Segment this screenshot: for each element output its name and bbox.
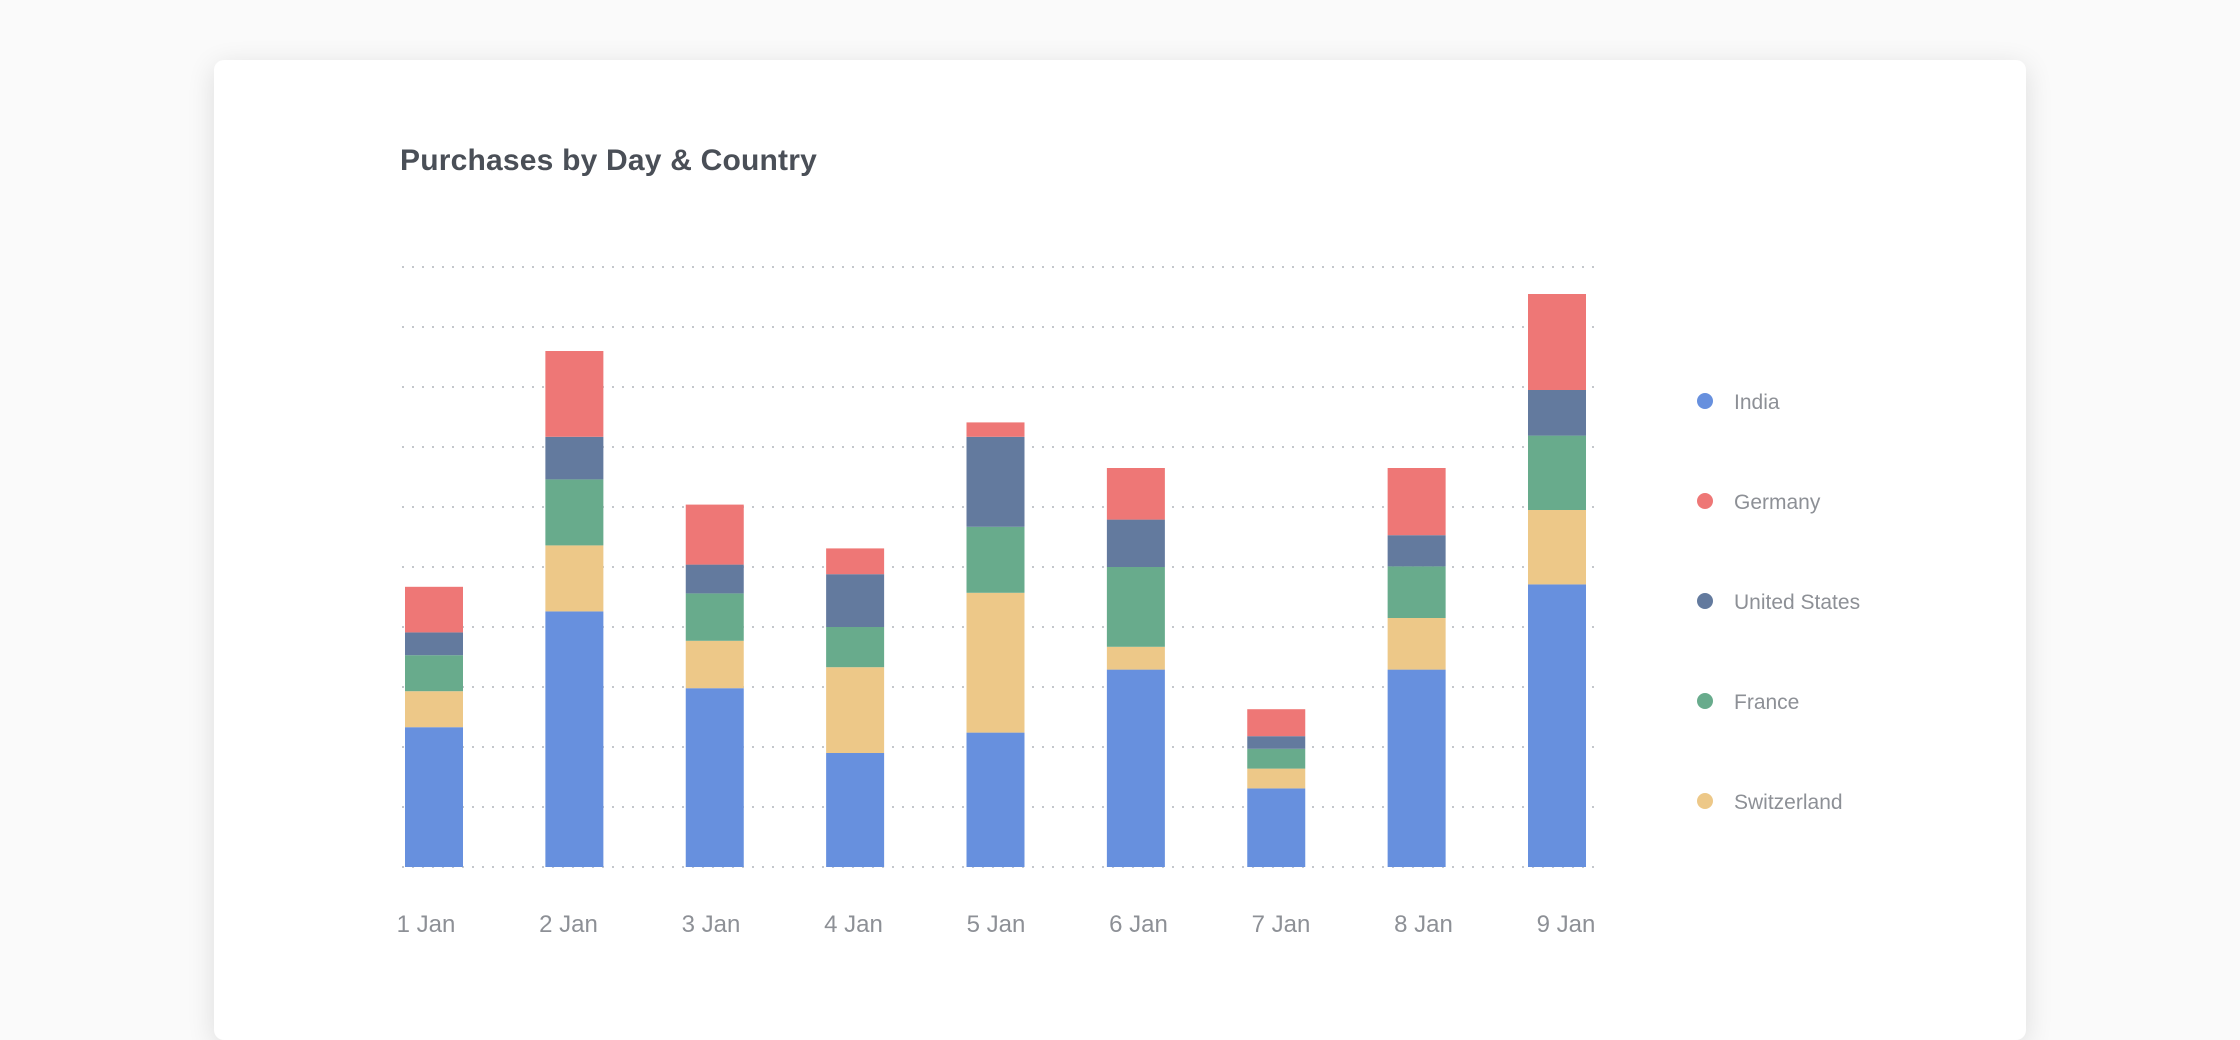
bar-segment-india[interactable]	[1106, 669, 1165, 867]
bar-segment-france[interactable]	[405, 655, 463, 692]
bar-segment-france[interactable]	[1528, 435, 1586, 510]
x-tick-label: 7 Jan	[1252, 911, 1311, 938]
bar-segment-india[interactable]	[966, 732, 1025, 867]
legend-label: India	[1734, 391, 1780, 414]
bar-segment-united-states[interactable]	[685, 564, 744, 594]
legend-label: Germany	[1734, 491, 1821, 514]
chart-title: Purchases by Day & Country	[400, 144, 817, 177]
bar-segment-france[interactable]	[1387, 566, 1446, 618]
x-tick-label: 9 Jan	[1537, 911, 1596, 938]
bar-segment-united-states[interactable]	[966, 436, 1025, 527]
bar-segment-india[interactable]	[685, 688, 744, 867]
bar-segment-france[interactable]	[826, 627, 885, 668]
x-axis-tick-labels: 1 Jan 2 Jan 3 Jan 4 Jan 5 Jan 6 Jan 7 Jan 8 Jan…	[397, 911, 1596, 938]
legend-swatch	[1697, 693, 1713, 709]
bar-segment-india[interactable]	[1247, 788, 1306, 867]
bar-segment-switzerland[interactable]	[1106, 646, 1165, 670]
bar-stacks	[405, 294, 1586, 867]
bar-segment-switzerland[interactable]	[966, 592, 1025, 733]
bar-segment-india[interactable]	[405, 727, 463, 867]
bar-segment-germany[interactable]	[1247, 709, 1306, 737]
bar-segment-france[interactable]	[1106, 567, 1165, 647]
bar-segment-france[interactable]	[545, 479, 604, 546]
bar-segment-switzerland[interactable]	[545, 545, 604, 612]
bar-segment-germany[interactable]	[1106, 468, 1165, 520]
bar-segment-united-states[interactable]	[545, 436, 604, 480]
bar-segment-germany[interactable]	[685, 504, 744, 565]
x-tick-label: 1 Jan	[397, 911, 456, 938]
x-tick-label: 8 Jan	[1394, 911, 1453, 938]
bar-segment-india[interactable]	[1528, 584, 1586, 867]
bar-segment-germany[interactable]	[545, 351, 604, 437]
bar-segment-india[interactable]	[1387, 669, 1446, 867]
bar-segment-germany[interactable]	[1387, 468, 1446, 536]
legend: India Germany United States France Switzerla…	[1697, 391, 1860, 814]
stacked-bar-chart: 1 Jan 2 Jan 3 Jan 4 Jan 5 Jan 6 Jan 7 Jan 8 Jan…	[397, 266, 1860, 938]
x-tick-label: 2 Jan	[539, 911, 598, 938]
bar-segment-switzerland[interactable]	[685, 640, 744, 689]
legend-label: Switzerland	[1734, 791, 1843, 814]
bar-segment-switzerland[interactable]	[826, 667, 885, 753]
bar-segment-united-states[interactable]	[826, 574, 885, 627]
legend-label: United States	[1734, 591, 1860, 614]
legend-swatch	[1697, 393, 1713, 409]
bar-segment-united-states[interactable]	[405, 632, 463, 656]
bar-segment-united-states[interactable]	[1387, 535, 1446, 567]
bar-segment-france[interactable]	[1247, 748, 1306, 769]
bar-segment-india[interactable]	[826, 753, 885, 867]
x-tick-label: 3 Jan	[682, 911, 741, 938]
legend-label: France	[1734, 691, 1799, 714]
bar-segment-switzerland[interactable]	[1387, 618, 1446, 670]
bar-segment-switzerland[interactable]	[405, 691, 463, 728]
bar-segment-germany[interactable]	[966, 422, 1025, 437]
bar-segment-germany[interactable]	[405, 586, 463, 633]
bar-segment-germany[interactable]	[1528, 294, 1586, 390]
bar-segment-germany[interactable]	[826, 548, 885, 575]
bar-segment-united-states[interactable]	[1106, 519, 1165, 567]
bar-segment-united-states[interactable]	[1528, 390, 1586, 436]
x-tick-label: 5 Jan	[967, 911, 1026, 938]
x-tick-label: 4 Jan	[824, 911, 883, 938]
bar-segment-switzerland[interactable]	[1528, 510, 1586, 585]
legend-swatch	[1697, 493, 1713, 509]
bar-segment-switzerland[interactable]	[1247, 768, 1306, 789]
legend-swatch	[1697, 593, 1713, 609]
bar-segment-france[interactable]	[685, 593, 744, 641]
legend-swatch	[1697, 793, 1713, 809]
bar-segment-france[interactable]	[966, 526, 1025, 593]
bar-segment-united-states[interactable]	[1247, 736, 1306, 749]
bar-segment-india[interactable]	[545, 611, 604, 867]
x-tick-label: 6 Jan	[1109, 911, 1168, 938]
